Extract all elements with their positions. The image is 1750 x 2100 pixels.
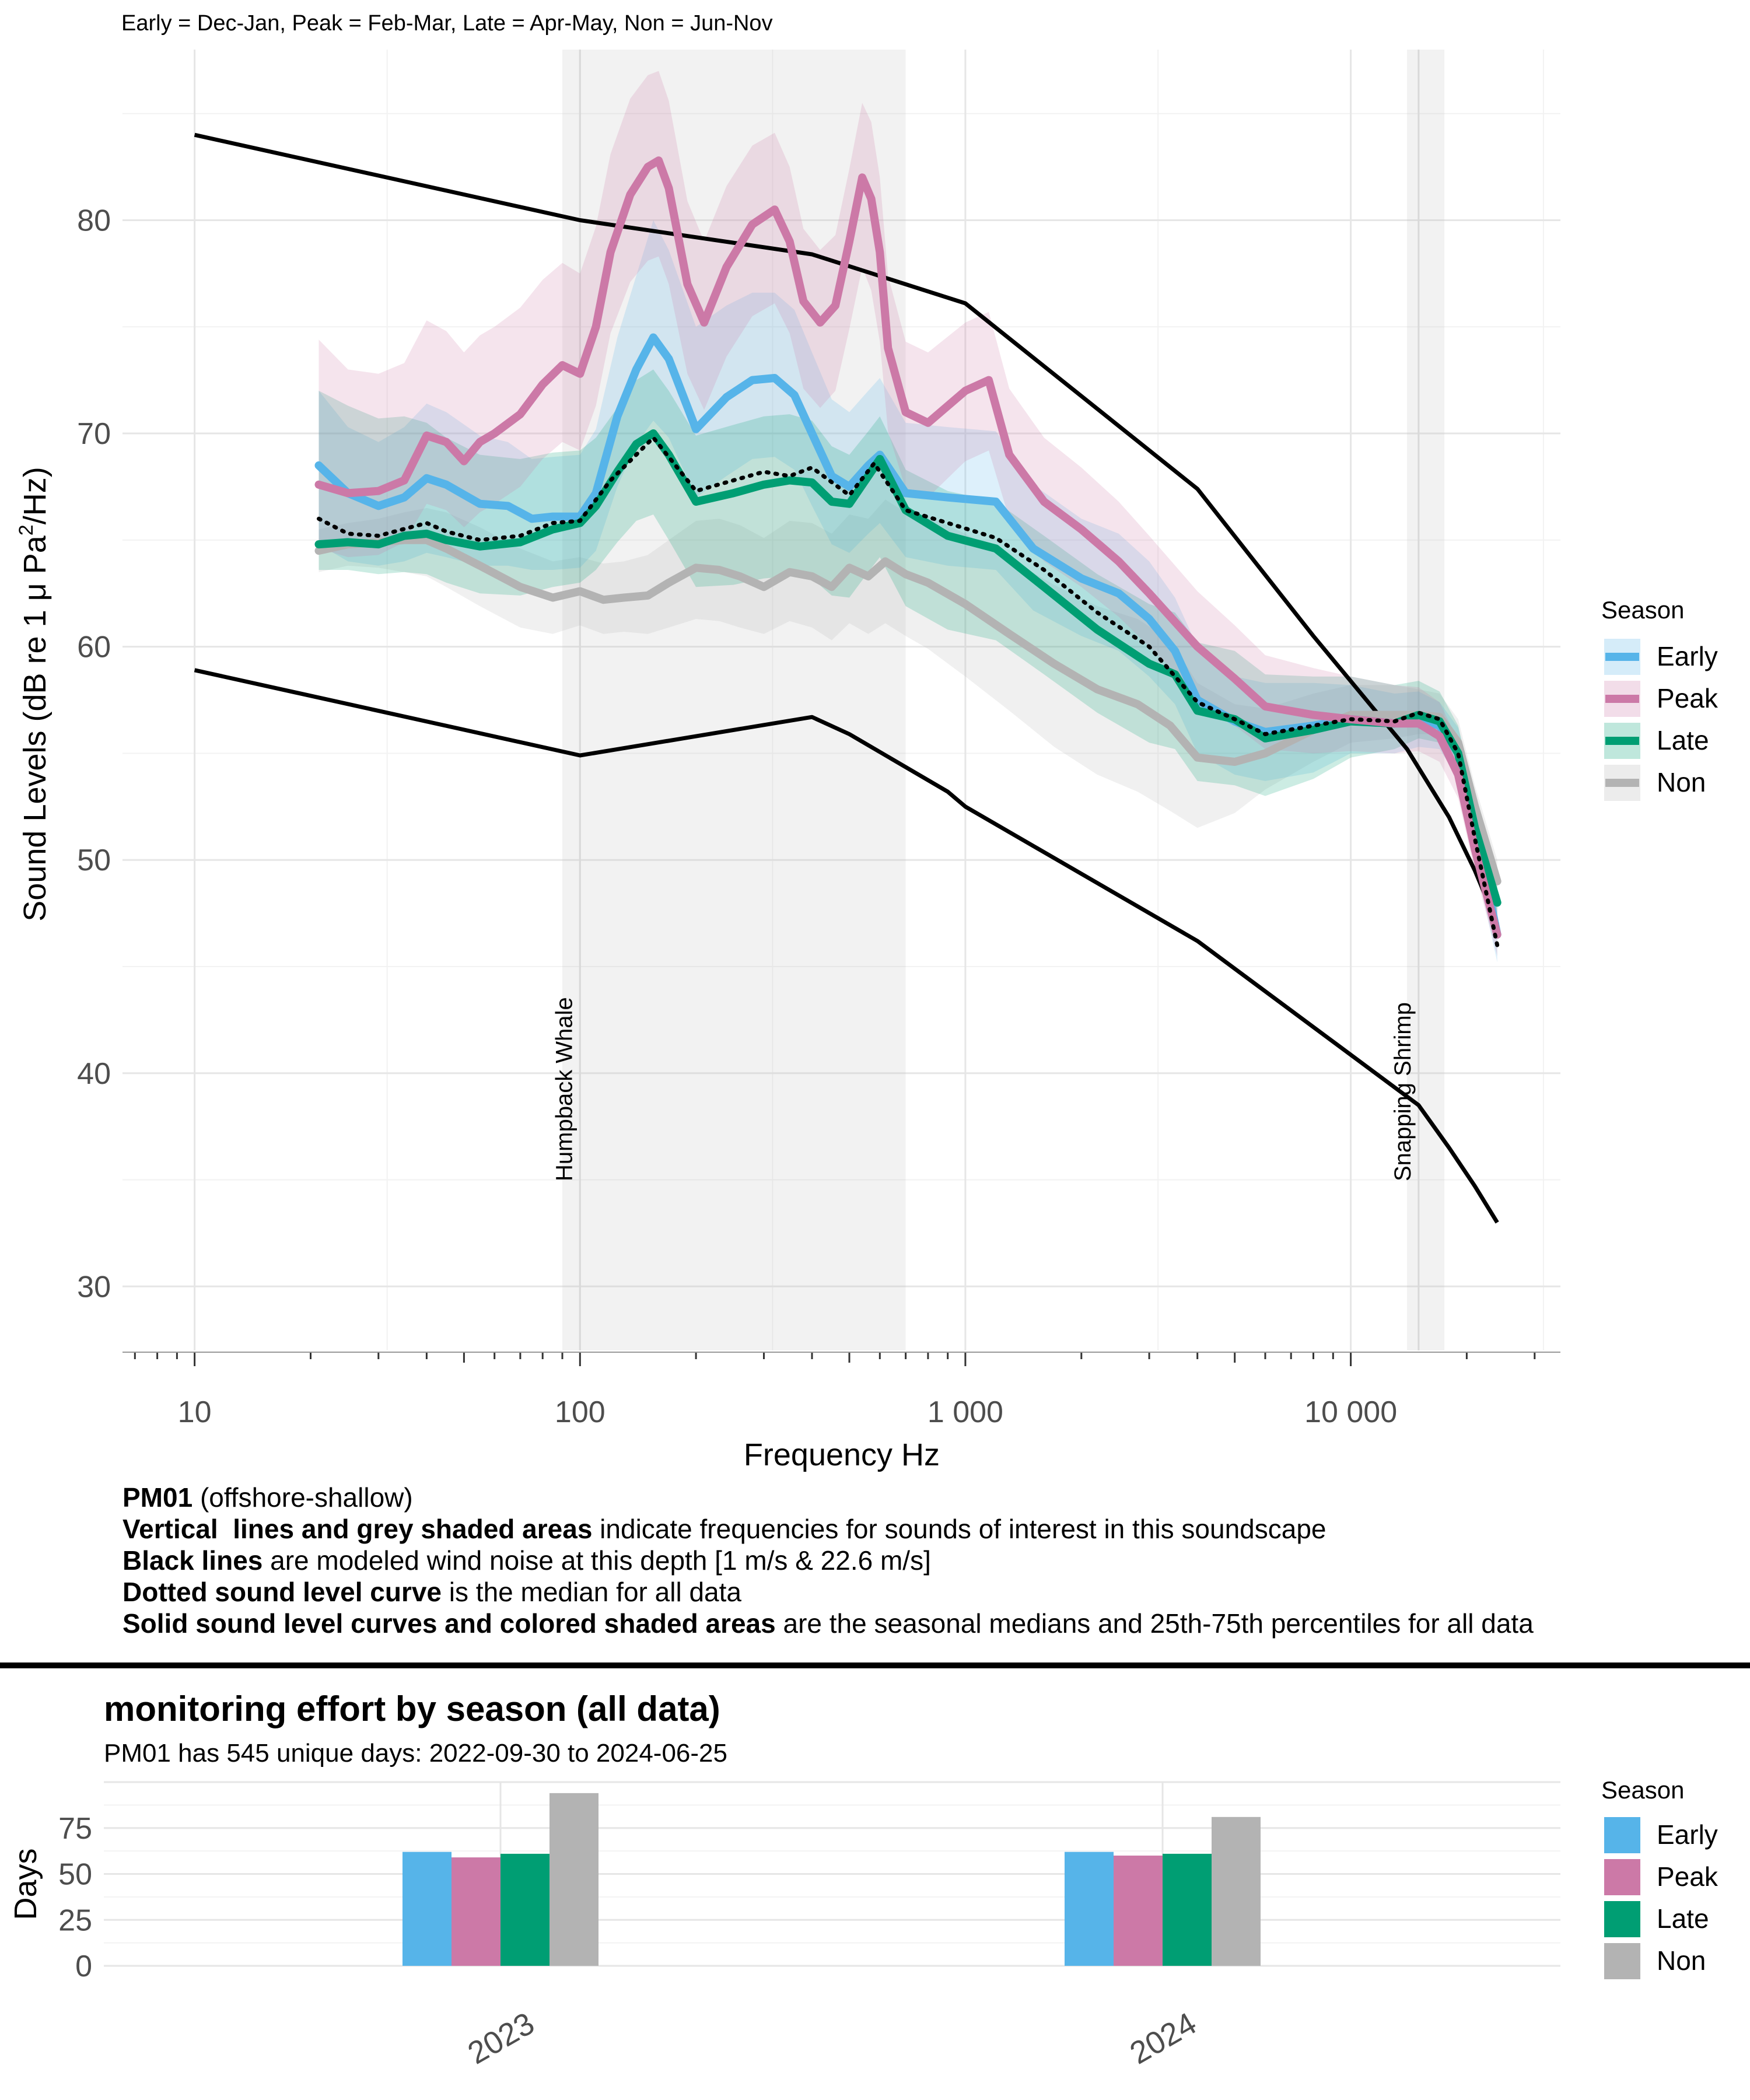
spectrum-axes: 10 100 1 000 10 000 30 40 50 60 70 80 <box>77 204 1560 1429</box>
overall-median-line <box>317 435 1500 947</box>
note-vertical-lines: Vertical lines and grey shaded areas ind… <box>123 1514 1326 1544</box>
note-site: PM01 (offshore-shallow) <box>123 1482 413 1513</box>
x-tick-label: 2024 <box>1124 2006 1202 2071</box>
legend-label-early: Early <box>1657 641 1718 671</box>
spectrum-chart: Early = Dec-Jan, Peak = Feb-Mar, Late = … <box>15 11 1718 1472</box>
effort-subtitle: PM01 has 545 unique days: 2022-09-30 to … <box>104 1739 727 1768</box>
x-tick-label: 10 <box>178 1395 212 1429</box>
legend-label-peak: Peak <box>1657 683 1718 713</box>
series-line-late <box>314 429 1502 907</box>
percentile-ribbons <box>318 71 1497 963</box>
note-black-lines: Black lines are modeled wind noise at th… <box>123 1545 931 1576</box>
bar-late-2023 <box>501 1853 550 1966</box>
y-tick-label: 25 <box>58 1903 92 1937</box>
legend-swatch-early <box>1604 1817 1640 1853</box>
bar-peak-2023 <box>452 1857 501 1966</box>
wind-noise-line <box>194 132 1499 925</box>
bar-non-2023 <box>550 1793 598 1966</box>
y-tick-label: 50 <box>77 844 111 877</box>
bar-late-2024 <box>1163 1853 1212 1966</box>
y-tick-label: 70 <box>77 417 111 451</box>
spectrum-legend: Season Early Peak Late Non <box>1601 596 1718 801</box>
y-tick-label: 30 <box>77 1270 111 1304</box>
section-divider <box>0 1662 1750 1668</box>
note-dotted-curve: Dotted sound level curve is the median f… <box>123 1577 741 1607</box>
ribbon-late <box>318 369 1497 920</box>
median-dotted-line <box>317 435 1500 947</box>
legend-label-late: Late <box>1657 725 1709 755</box>
y-tick-label: 75 <box>58 1812 92 1846</box>
bar-early-2023 <box>402 1852 452 1966</box>
y-tick-label: 40 <box>77 1057 111 1091</box>
effort-chart: monitoring effort by season (all data) P… <box>8 1689 1718 2071</box>
effort-bars <box>402 1793 1261 1966</box>
series-line-peak <box>314 156 1502 939</box>
ribbon-early <box>318 220 1497 963</box>
effort-legend: Season Early Peak Late Non <box>1601 1776 1718 1979</box>
legend-label-non: Non <box>1657 767 1706 797</box>
legend-label-peak: Peak <box>1657 1861 1718 1892</box>
x-tick-label: 10 000 <box>1304 1395 1397 1429</box>
bar-peak-2024 <box>1114 1856 1163 1966</box>
ribbon-peak <box>318 71 1497 956</box>
y-tick-label: 60 <box>77 631 111 664</box>
legend-label-non: Non <box>1657 1945 1706 1976</box>
note-solid-curves: Solid sound level curves and colored sha… <box>123 1608 1534 1639</box>
wind-noise-lines <box>194 132 1499 1224</box>
legend-swatch-non <box>1604 1943 1640 1979</box>
legend-title: Season <box>1601 1776 1684 1804</box>
legend-swatch-peak <box>1604 1859 1640 1895</box>
bar-early-2024 <box>1065 1852 1114 1966</box>
y-axis-title: Sound Levels (dB re 1 μ Pa2/Hz) <box>15 467 52 921</box>
legend-title: Season <box>1601 596 1684 624</box>
legend-label-late: Late <box>1657 1903 1709 1934</box>
y-tick-label: 50 <box>58 1858 92 1892</box>
wind-noise-line <box>194 668 1499 1224</box>
x-axis-title: Frequency Hz <box>744 1437 940 1472</box>
chart-notes: PM01 (offshore-shallow) Vertical lines a… <box>123 1482 1534 1639</box>
bar-non-2024 <box>1212 1817 1261 1966</box>
x-tick-label: 100 <box>555 1395 606 1429</box>
legend-swatch-late <box>1604 1901 1640 1937</box>
y-tick-label: 80 <box>77 204 111 238</box>
effort-title: monitoring effort by season (all data) <box>104 1689 720 1728</box>
spectrum-subtitle: Early = Dec-Jan, Peak = Feb-Mar, Late = … <box>121 11 773 36</box>
sound-of-interest-bands: Humpback Whale Snapping Shrimp <box>551 50 1445 1350</box>
y-tick-label: 0 <box>75 1950 92 1983</box>
effort-y-axis-title: Days <box>8 1848 43 1920</box>
effort-grid <box>104 1781 1560 1967</box>
legend-label-early: Early <box>1657 1819 1718 1850</box>
band-label: Humpback Whale <box>551 997 577 1181</box>
x-tick-label: 2023 <box>462 2006 540 2071</box>
x-tick-label: 1 000 <box>928 1395 1003 1429</box>
